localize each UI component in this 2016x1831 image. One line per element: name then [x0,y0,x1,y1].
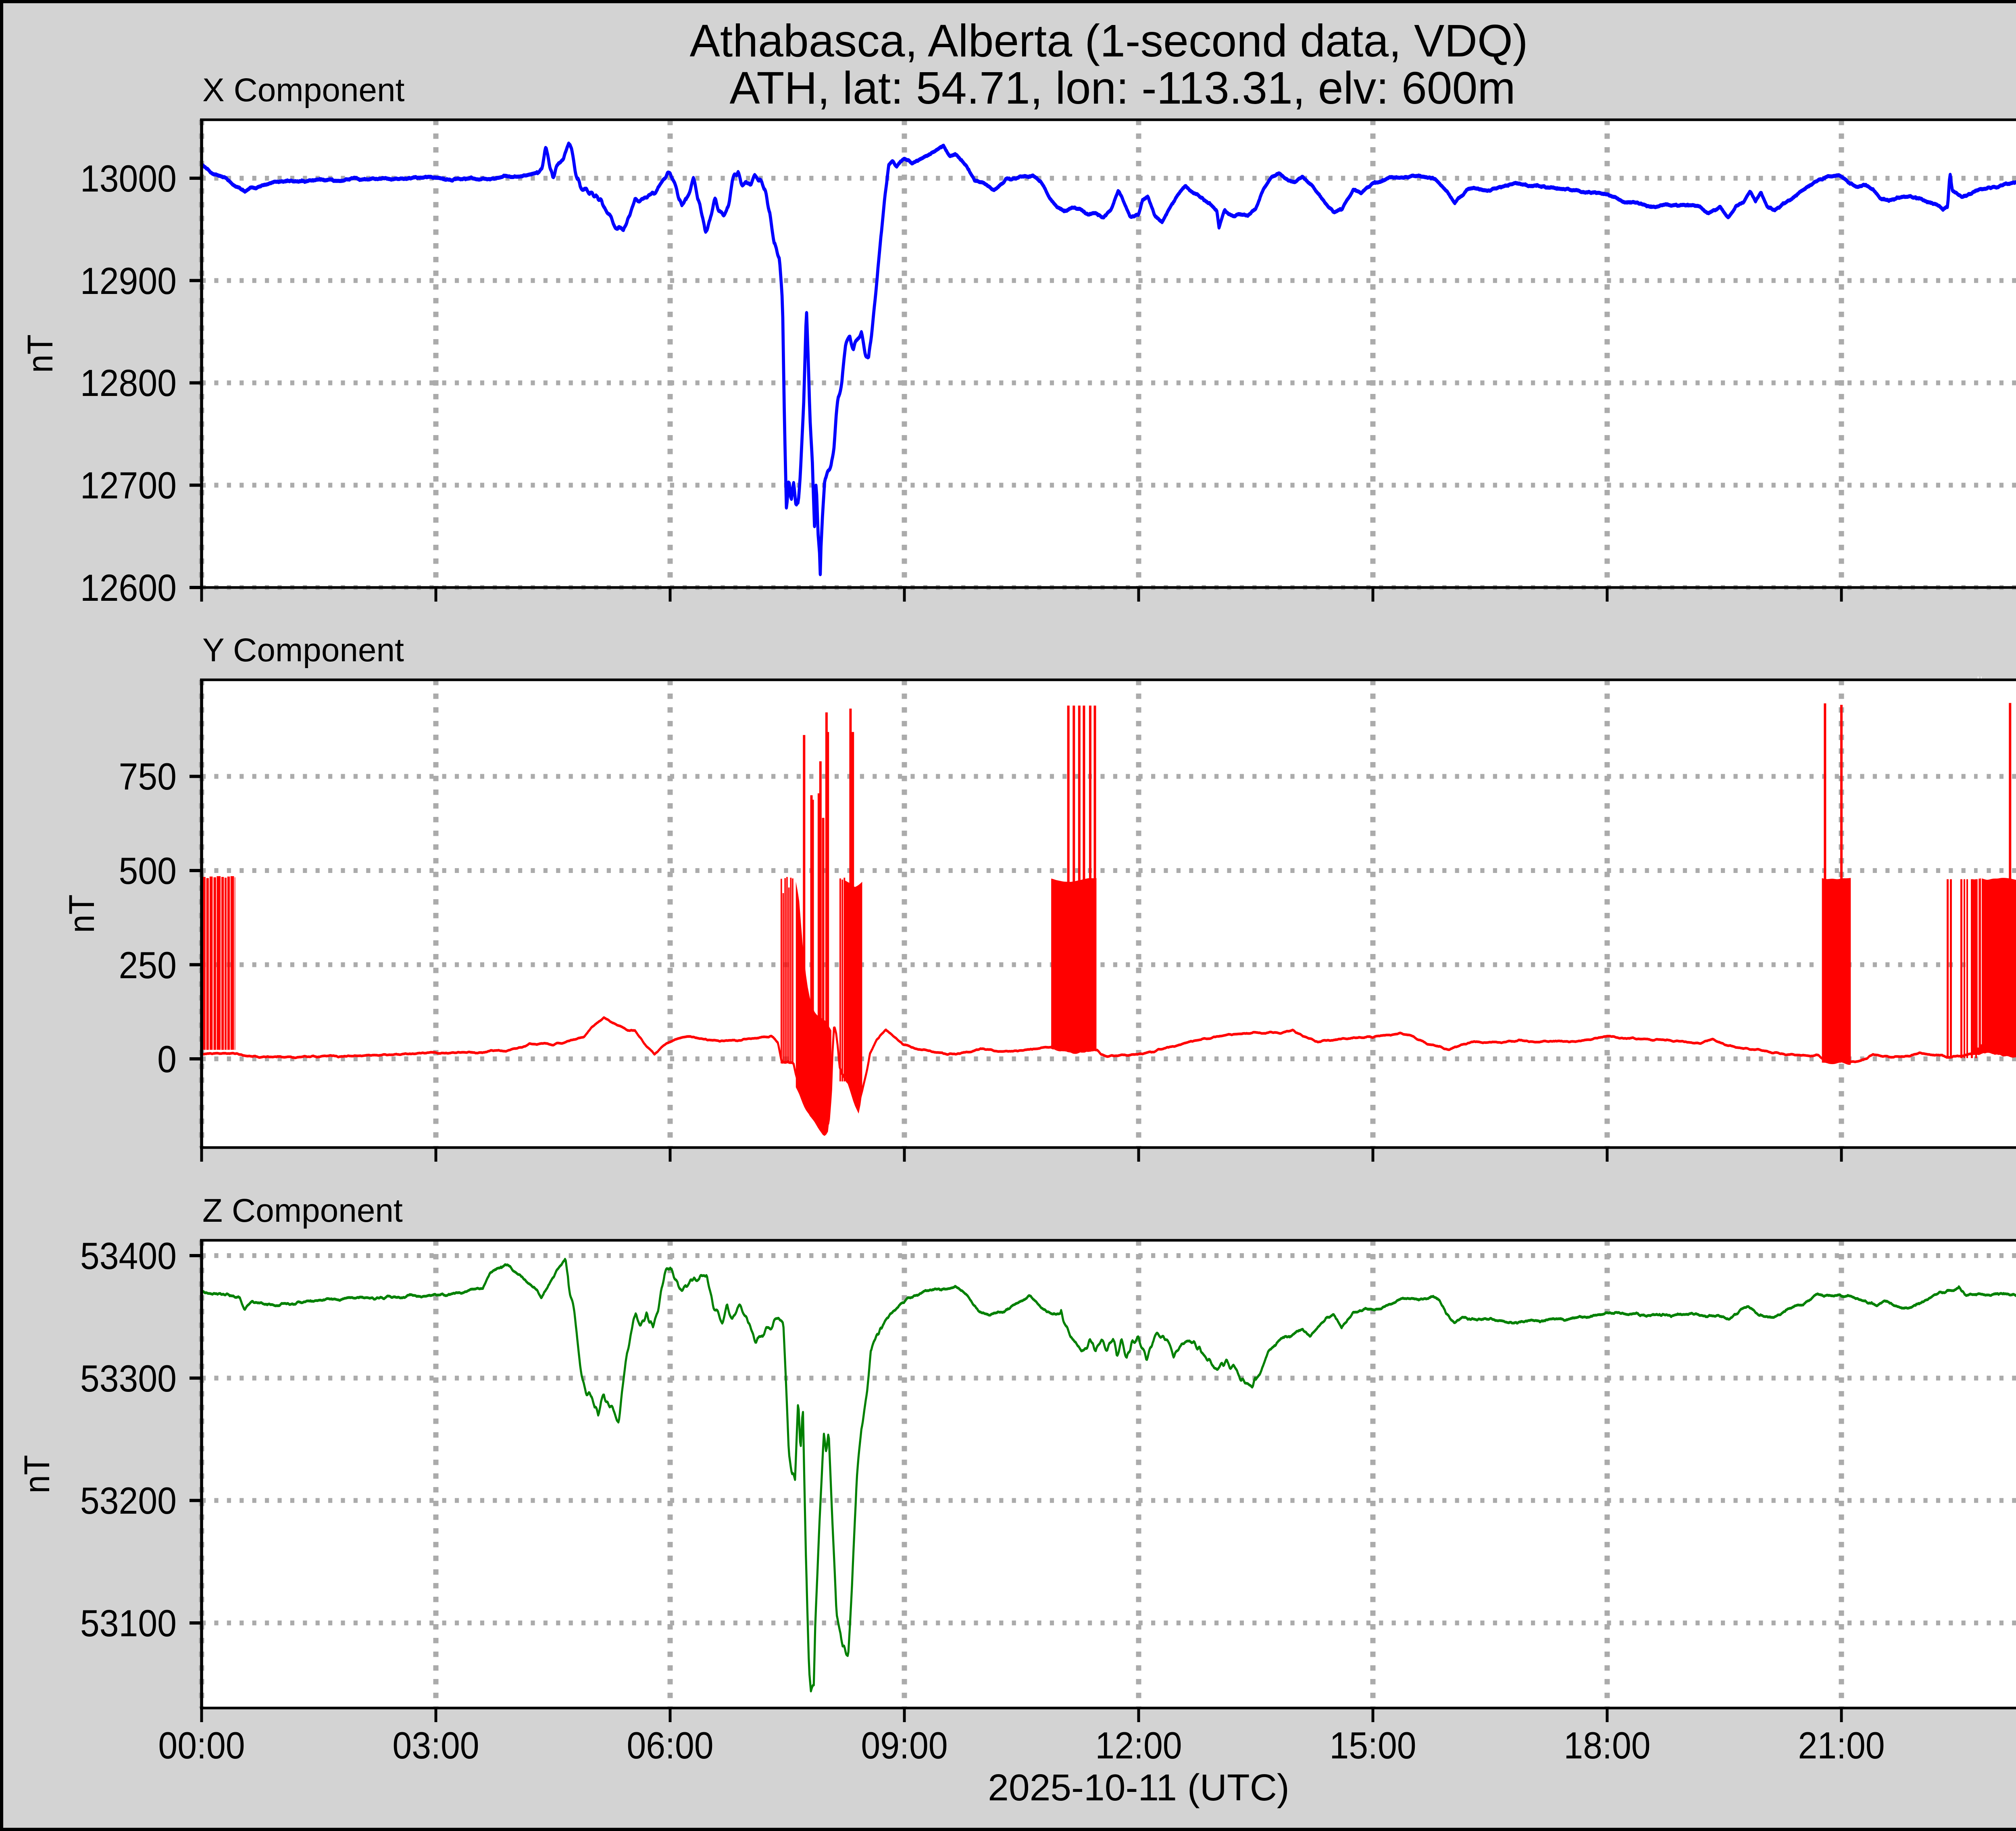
svg-text:12:00: 12:00 [1095,1725,1182,1767]
svg-text:nT: nT [62,894,102,933]
svg-text:750: 750 [119,756,177,798]
svg-text:ATH, lat: 54.71, lon: -113.31,: ATH, lat: 54.71, lon: -113.31, elv: 600m [729,62,1515,113]
svg-text:53400: 53400 [80,1235,177,1277]
svg-text:Y Component: Y Component [202,632,404,669]
svg-text:18:00: 18:00 [1564,1725,1650,1767]
svg-text:06:00: 06:00 [627,1725,713,1767]
svg-text:09:00: 09:00 [861,1725,948,1767]
svg-text:00:00: 00:00 [158,1725,245,1767]
svg-text:12700: 12700 [80,465,177,507]
svg-text:53200: 53200 [80,1480,177,1522]
svg-text:12600: 12600 [80,567,177,609]
svg-text:12800: 12800 [80,362,177,404]
svg-text:250: 250 [119,945,177,987]
svg-text:53100: 53100 [80,1603,177,1645]
svg-text:0: 0 [157,1039,177,1081]
svg-text:nT: nT [21,334,60,373]
svg-text:21:00: 21:00 [1798,1725,1885,1767]
svg-text:15:00: 15:00 [1329,1725,1416,1767]
svg-text:13000: 13000 [80,158,177,200]
svg-text:2025-10-11 (UTC): 2025-10-11 (UTC) [988,1766,1289,1808]
svg-text:nT: nT [17,1455,57,1494]
svg-text:03:00: 03:00 [392,1725,479,1767]
svg-text:12900: 12900 [80,260,177,302]
svg-text:X Component: X Component [202,72,405,108]
svg-text:Z Component: Z Component [202,1192,403,1229]
svg-text:500: 500 [119,850,177,892]
svg-text:53300: 53300 [80,1358,177,1400]
svg-text:Athabasca, Alberta (1-second d: Athabasca, Alberta (1-second data, VDQ) [689,15,1528,66]
